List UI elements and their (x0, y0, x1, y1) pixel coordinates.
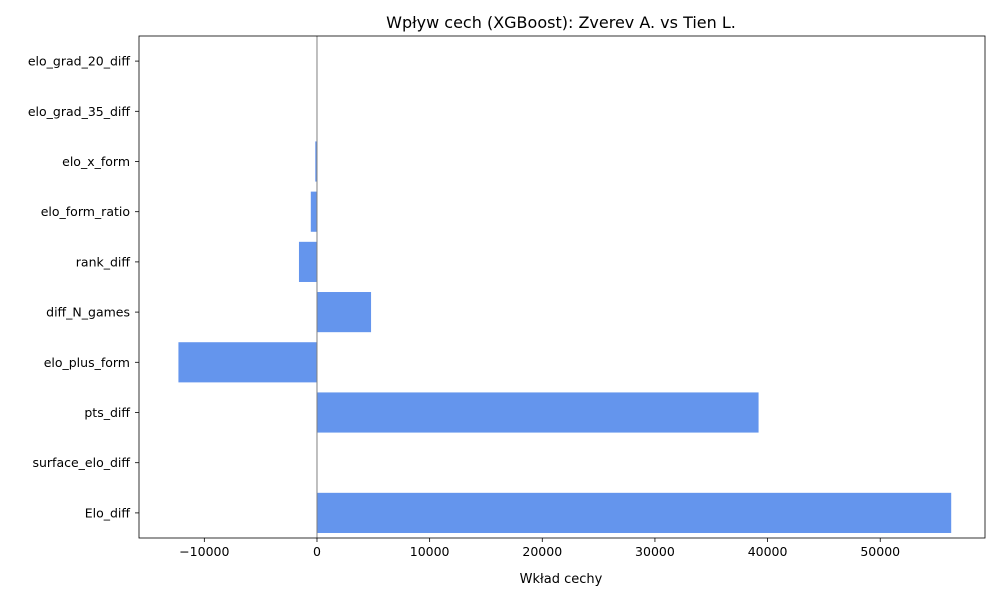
bar-elo_plus_form (178, 342, 317, 383)
y-tick-label: rank_diff (76, 254, 131, 269)
bar-elo_x_form (315, 141, 317, 182)
y-tick-label: diff_N_games (46, 305, 130, 320)
x-tick-label: 10000 (410, 544, 450, 559)
y-tick-label: elo_plus_form (44, 355, 130, 370)
y-tick-label: elo_x_form (62, 154, 130, 169)
plot-frame (138, 35, 986, 539)
y-axis-ticks: Elo_diff surface_elo_diff pts_diff elo_plus… (28, 54, 139, 520)
x-tick-label: 0 (313, 544, 321, 559)
y-tick-label: elo_grad_20_diff (28, 54, 131, 69)
x-tick-label: 20000 (522, 544, 562, 559)
bar-pts_diff (316, 392, 759, 433)
x-tick-label: 50000 (860, 544, 900, 559)
bars-group (178, 141, 952, 533)
y-tick-label: elo_grad_35_diff (28, 104, 131, 119)
y-tick-label: elo_form_ratio (41, 204, 130, 219)
bar-Elo_diff (316, 492, 952, 533)
x-tick-label: 40000 (748, 544, 788, 559)
bar-diff_N_games (316, 292, 372, 333)
y-tick-label: surface_elo_diff (32, 455, 130, 470)
x-tick-label: 30000 (635, 544, 675, 559)
bar-rank_diff (298, 241, 317, 282)
x-tick-label: −10000 (179, 544, 229, 559)
x-axis-ticks: −10000 0 10000 20000 30000 40000 50000 (179, 538, 900, 559)
chart-title: Wpływ cech (XGBoost): Zverev A. vs Tien … (386, 13, 736, 32)
bar-elo_form_ratio (310, 191, 317, 232)
y-tick-label: Elo_diff (85, 505, 131, 520)
y-tick-label: pts_diff (84, 405, 130, 420)
x-axis-label: Wkład cechy (520, 572, 603, 587)
